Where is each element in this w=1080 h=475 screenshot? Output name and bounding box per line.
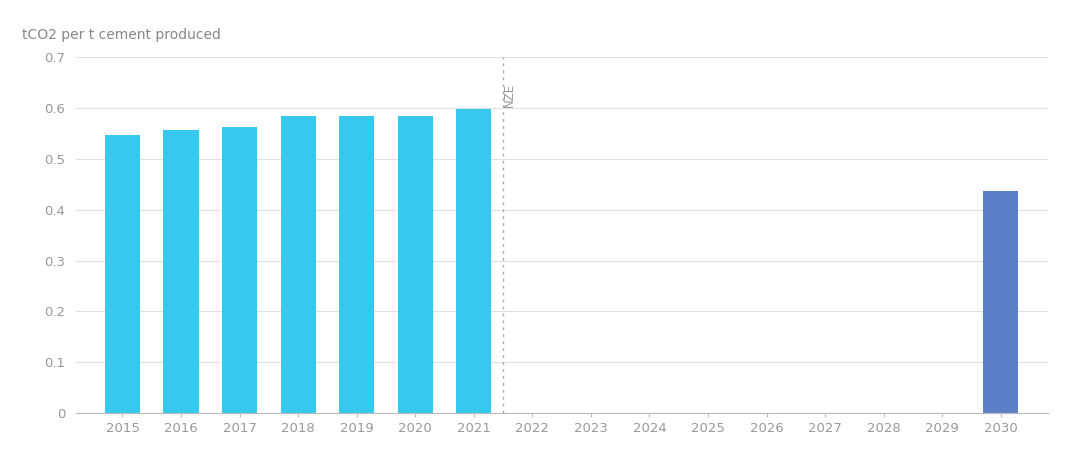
Bar xyxy=(339,116,375,413)
Bar xyxy=(105,135,140,413)
Bar xyxy=(281,115,315,413)
Bar xyxy=(397,116,433,413)
Text: tCO2 per t cement produced: tCO2 per t cement produced xyxy=(23,28,221,42)
Bar xyxy=(456,109,491,413)
Bar xyxy=(983,191,1018,413)
Bar xyxy=(222,127,257,413)
Text: NZE: NZE xyxy=(502,83,515,106)
Bar xyxy=(163,130,199,413)
